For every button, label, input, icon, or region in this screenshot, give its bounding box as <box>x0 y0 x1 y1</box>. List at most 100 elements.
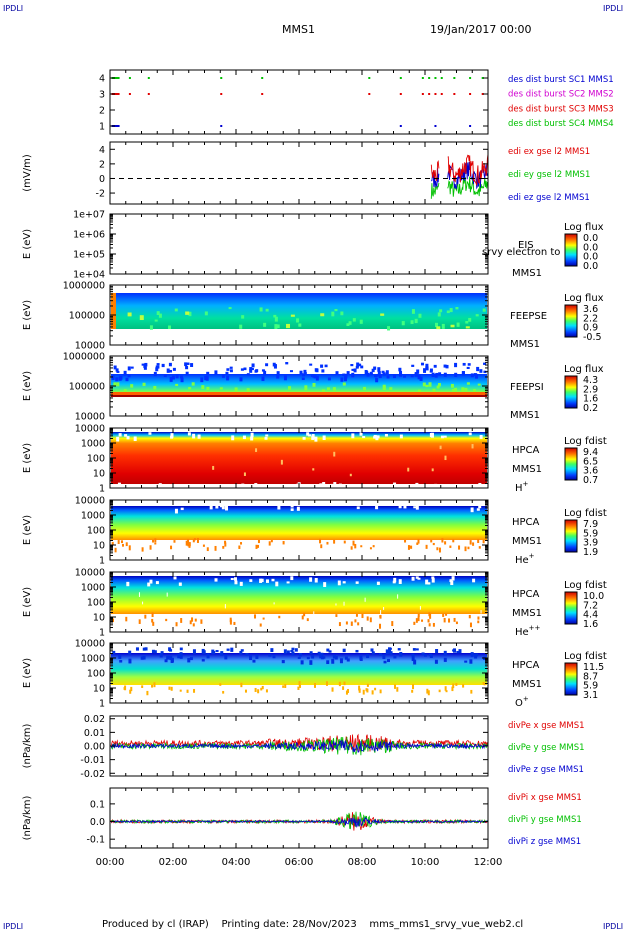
spectrogram-speck <box>434 375 438 378</box>
spectrogram-speck <box>210 484 214 489</box>
spectrogram-speck <box>431 576 435 579</box>
spectrogram-speck <box>255 654 259 659</box>
spectrogram-speck <box>196 538 199 543</box>
spectrogram-speck <box>425 384 429 388</box>
spectrogram-speck <box>388 649 392 654</box>
spectrogram-speck <box>414 372 418 377</box>
spectrogram-speck <box>119 659 123 663</box>
spectrogram-speck <box>382 386 386 390</box>
spectrogram-speck <box>432 622 435 627</box>
spectrogram-speck <box>240 368 244 371</box>
spectrogram-speck <box>418 313 422 318</box>
spacecraft-label: MMS1 <box>512 608 542 619</box>
ytick-label: 10 <box>93 541 105 552</box>
spectrogram-speck <box>437 383 441 387</box>
colorbar-tick-label: 8.7 <box>583 671 598 682</box>
spectrogram-speck <box>257 544 260 548</box>
spectrogram-speck <box>468 614 471 619</box>
spectrogram-speck <box>243 472 246 476</box>
spectrogram-speck <box>358 688 361 693</box>
spectrogram-speck <box>138 592 140 597</box>
spectrogram-speck <box>379 615 382 619</box>
burst-marker <box>261 77 264 79</box>
spectrogram-speck <box>149 579 153 584</box>
spectrogram-speck <box>168 325 172 330</box>
legend-entry: divPi z gse MMS1 <box>508 837 581 847</box>
spectrogram-speck <box>375 374 379 377</box>
spectrogram-speck <box>477 620 480 624</box>
ytick-label: 10 <box>93 613 105 624</box>
spectrogram-speck <box>328 650 332 653</box>
spectrogram-speck <box>139 315 144 321</box>
spectrogram-speck <box>371 651 375 655</box>
spectrogram-speck <box>166 592 168 597</box>
spectrogram-speck <box>288 386 292 390</box>
spectrogram-speck <box>201 385 205 389</box>
spectrogram-speck <box>151 684 154 688</box>
spectrogram-speck <box>311 434 315 439</box>
spectrogram-speck <box>433 364 437 368</box>
colorbar-tick-label: 0.0 <box>583 233 598 244</box>
spectrogram-speck <box>259 623 262 627</box>
spectrogram-speck <box>337 580 341 586</box>
spectrogram-speck <box>192 623 195 627</box>
spectrogram-speck <box>214 370 218 375</box>
instrument-label: HPCA <box>512 445 540 456</box>
spectrogram-speck <box>202 650 206 655</box>
spectrogram-speck <box>149 325 153 330</box>
spectrogram-speck <box>273 364 277 369</box>
spectrogram-speck <box>290 649 294 653</box>
spectrogram-speck <box>464 660 468 663</box>
spectrogram-speck <box>222 545 225 549</box>
spectrogram-speck <box>366 654 370 659</box>
spectrogram-speck <box>260 578 264 583</box>
burst-marker <box>111 77 120 79</box>
ytick-label: 10 <box>93 684 105 695</box>
spectrogram-speck <box>185 371 189 376</box>
spectrogram-speck <box>448 618 451 623</box>
spectrogram-speck <box>346 323 350 326</box>
spectrogram-speck <box>369 617 372 623</box>
burst-marker <box>469 93 472 95</box>
spectrogram-speck <box>321 389 325 392</box>
spectrogram-speck <box>443 372 447 377</box>
spectrogram-speck <box>432 388 436 393</box>
spectrogram-speck <box>376 581 380 585</box>
spectrogram-speck <box>277 486 281 491</box>
spectrogram-speck <box>254 483 258 486</box>
spectrogram-speck <box>372 545 375 548</box>
spectrogram-speck <box>411 364 415 367</box>
species-label: O+ <box>515 695 529 709</box>
spectrogram-speck <box>298 323 302 327</box>
spectrogram-speck <box>322 482 326 486</box>
ylabel: E (eV) <box>22 229 33 259</box>
spectrogram-speck <box>257 539 260 544</box>
spectrogram-speck <box>240 682 243 688</box>
spectrogram-speck <box>151 612 154 618</box>
spectrogram-speck <box>138 619 141 624</box>
ylabel: E (eV) <box>22 443 33 473</box>
spectrogram-speck <box>146 690 149 696</box>
spectrogram-speck <box>409 484 413 490</box>
spectrogram-speck <box>128 650 132 655</box>
instrument-label: HPCA <box>512 517 540 528</box>
ytick-label: 100 <box>87 598 105 609</box>
spectrogram-speck <box>301 615 304 620</box>
spectrogram-speck <box>230 578 234 581</box>
spectrogram-speck <box>436 385 440 389</box>
spacecraft-label: MMS1 <box>512 536 542 547</box>
spectrogram-speck <box>127 312 132 317</box>
burst-marker <box>147 77 150 79</box>
spectrogram-speck <box>412 648 416 651</box>
spectrogram-speck <box>130 384 134 388</box>
spectrogram-speck <box>313 611 315 617</box>
spectrogram-speck <box>309 651 313 655</box>
spacecraft-label: MMS1 <box>512 464 542 475</box>
spectrogram-speck <box>346 371 350 375</box>
spectrogram-speck <box>192 649 196 654</box>
spectrogram-speck <box>290 314 295 317</box>
spectrogram-speck <box>380 609 382 615</box>
spectrogram-speck <box>409 545 412 548</box>
spectrogram-speck <box>118 654 122 659</box>
spectrogram-speck <box>226 648 230 651</box>
